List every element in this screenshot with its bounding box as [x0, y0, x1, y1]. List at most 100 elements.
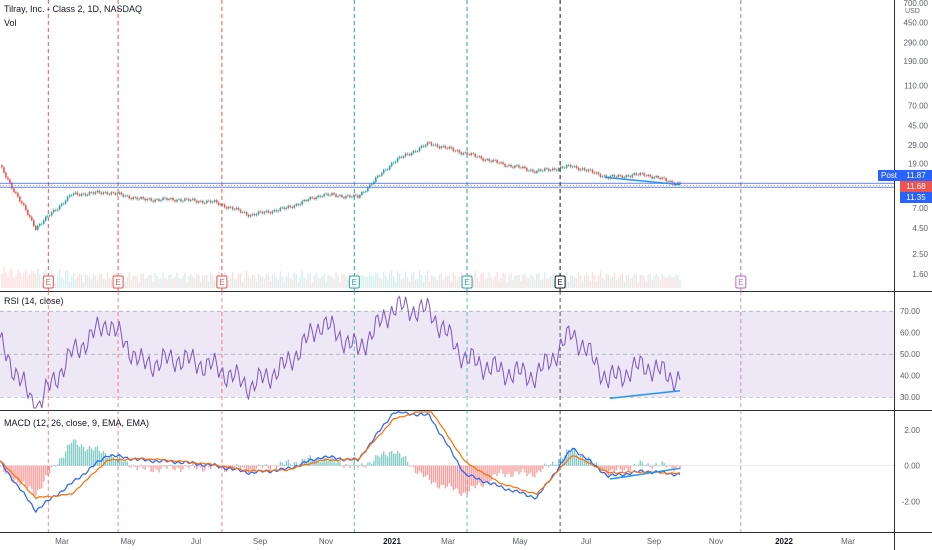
- volume-bar: [275, 277, 278, 288]
- candle-body: [434, 144, 437, 146]
- candle-body: [33, 220, 35, 226]
- macd-histogram-bar: [500, 465, 502, 470]
- macd-histogram-bar: [225, 465, 228, 472]
- candle-body: [253, 214, 256, 216]
- volume-bar: [279, 271, 282, 288]
- macd-histogram-bar: [41, 465, 43, 489]
- earnings-marker[interactable]: E: [735, 275, 747, 289]
- rsi-trendline[interactable]: [609, 390, 681, 400]
- candle-body: [488, 159, 490, 161]
- candle-body: [339, 195, 341, 196]
- macd-histogram-bar: [569, 452, 572, 466]
- candle-body: [317, 195, 319, 198]
- macd-histogram-bar: [482, 465, 484, 488]
- volume-bar: [589, 281, 592, 288]
- macd-histogram-bar: [72, 439, 75, 466]
- price-trendline[interactable]: [604, 176, 681, 186]
- macd-histogram-bar: [359, 464, 361, 466]
- rsi-tick: 60.00: [900, 329, 921, 338]
- macd-histogram-bar: [86, 449, 89, 466]
- volume-bar: [530, 274, 532, 288]
- macd-histogram-bar: [464, 465, 466, 493]
- candle-body: [412, 150, 415, 154]
- macd-label[interactable]: MACD (12, 26, close, 9, EMA, EMA): [4, 418, 150, 428]
- candle-body: [540, 169, 542, 171]
- candle-body: [422, 145, 425, 147]
- macd-histogram-bar: [558, 459, 560, 466]
- volume-bar: [482, 272, 484, 288]
- candle-body: [341, 195, 343, 198]
- volume-bar: [542, 278, 544, 288]
- macd-histogram-bar: [452, 465, 455, 491]
- candle-body: [547, 168, 550, 171]
- macd-histogram-bar: [271, 465, 274, 467]
- volume-bar: [359, 275, 361, 288]
- earnings-marker[interactable]: E: [42, 275, 54, 289]
- macd-trendline[interactable]: [609, 467, 681, 480]
- candle-body: [410, 153, 413, 156]
- volume-bar: [37, 268, 39, 288]
- axes: 700.00 450.00 290.00 190.00 110.00 70.00 45.00…: [55, 0, 928, 546]
- volume-bar: [124, 281, 126, 288]
- earnings-marker[interactable]: E: [348, 275, 360, 289]
- rsi-label[interactable]: RSI (14, close): [4, 296, 64, 306]
- earnings-marker[interactable]: E: [554, 275, 566, 289]
- volume-bar: [400, 279, 403, 288]
- macd-histogram-bar: [353, 462, 355, 466]
- volume-bar: [665, 278, 667, 288]
- volume-bar: [518, 274, 520, 288]
- candle-body: [180, 199, 182, 202]
- volume-bar: [645, 280, 647, 288]
- candle-body: [454, 150, 457, 152]
- candle-body: [215, 200, 218, 203]
- candle-body: [637, 174, 640, 176]
- earnings-marker[interactable]: E: [461, 275, 473, 289]
- macd-histogram-bar: [0, 465, 1, 467]
- candle-body: [643, 173, 646, 176]
- volume-bar: [514, 275, 516, 288]
- volume-bar: [573, 277, 576, 288]
- volume-bar: [239, 272, 242, 288]
- candle-body: [144, 198, 146, 201]
- earnings-marker[interactable]: E: [216, 275, 228, 289]
- earnings-marker-label: E: [219, 278, 224, 287]
- macd-histogram-bar: [494, 465, 496, 475]
- candle-body: [247, 214, 250, 217]
- macd-histogram-bar: [144, 465, 146, 470]
- volume-bar: [500, 277, 502, 288]
- volume-bar: [243, 278, 246, 288]
- candle-body: [649, 174, 651, 177]
- candle-body: [518, 165, 520, 168]
- macd-histogram-bar: [404, 456, 407, 466]
- candle-body: [100, 192, 103, 195]
- volume-bar: [404, 271, 407, 288]
- price-tick: 290.00: [904, 38, 929, 47]
- earnings-marker[interactable]: E: [112, 275, 124, 289]
- volume-bar: [19, 272, 21, 288]
- macd-histogram-bar: [202, 465, 204, 472]
- candle-body: [480, 156, 482, 159]
- candle-body: [233, 209, 236, 210]
- volume-bar: [104, 278, 107, 288]
- volume-label[interactable]: Vol: [4, 18, 17, 28]
- macd-histogram-bar: [156, 465, 158, 470]
- volume-bar: [88, 276, 91, 288]
- macd-histogram-bar: [56, 464, 59, 466]
- macd-histogram-bar: [490, 465, 492, 481]
- macd-histogram-bar: [162, 465, 164, 466]
- candle-body: [86, 194, 89, 196]
- macd-histogram-bar: [347, 464, 349, 466]
- chart-title[interactable]: Tilray, Inc. - Class 2, 1D, NASDAQ: [4, 4, 143, 14]
- candle-body: [184, 198, 186, 201]
- candle-body: [198, 201, 200, 203]
- macd-histogram-bar: [92, 450, 95, 466]
- volume-bars: [1, 267, 681, 288]
- macd-histogram-bar: [581, 455, 584, 466]
- volume-bar: [492, 279, 494, 288]
- volume-bar: [597, 275, 600, 288]
- volume-bar: [534, 280, 536, 288]
- volume-bar: [283, 280, 286, 288]
- macd-histogram-bar: [337, 460, 339, 466]
- candle-body: [478, 156, 480, 158]
